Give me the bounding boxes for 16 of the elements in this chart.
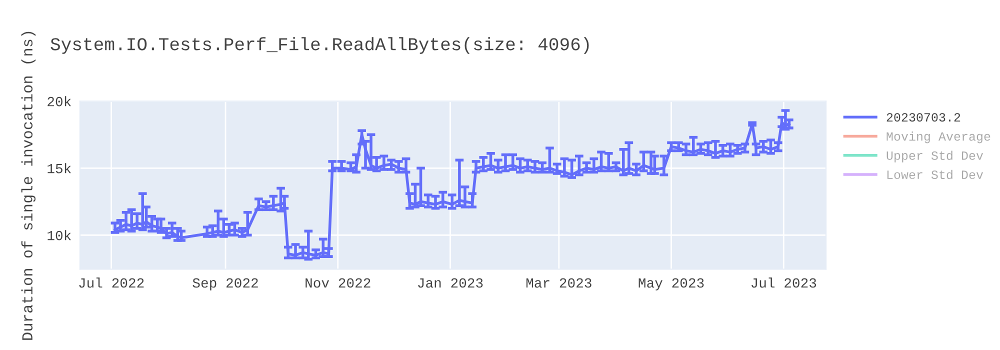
- x-tick-label: Mar 2023: [526, 278, 592, 288]
- x-tick-label: Nov 2022: [306, 278, 370, 288]
- x-tick-label: May 2023: [638, 278, 704, 290]
- y-tick-label: 20k: [48, 96, 71, 106]
- x-tick-label: Jul 2023: [751, 277, 816, 288]
- x-tick-label: Jul 2022: [79, 277, 144, 288]
- y-tick-label: 15k: [48, 163, 71, 174]
- x-tick-label: Sep 2022: [192, 278, 258, 290]
- y-tick-label: 10k: [48, 230, 71, 240]
- legend-label: 20230703.2: [886, 113, 960, 122]
- legend-label: Upper Std Dev: [886, 150, 984, 162]
- x-tick-label: Jan 2023: [418, 278, 483, 288]
- legend-label: Moving Average: [886, 132, 990, 144]
- y-axis-title: Duration of single invocation (ns): [21, 32, 36, 340]
- chart-title: System.IO.Tests.Perf_File.ReadAllBytes(size: 4096): [50, 37, 589, 54]
- legend-label: Lower Std Dev: [887, 170, 984, 180]
